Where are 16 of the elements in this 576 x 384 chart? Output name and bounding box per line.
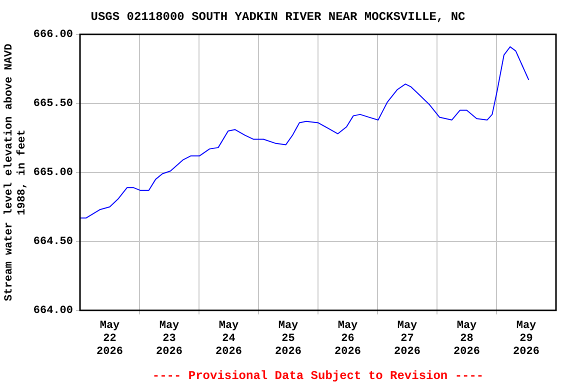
x-tick-label: May 28 2026 [454, 320, 480, 358]
y-tick-label: 665.50 [33, 98, 74, 110]
x-tick-label: May 23 2026 [156, 320, 182, 358]
y-tick-label: 664.00 [33, 305, 74, 318]
y-tick-label: 664.50 [33, 236, 74, 248]
x-tick-label: May 26 2026 [334, 320, 361, 358]
x-tick-label: May 24 2026 [216, 320, 242, 358]
text: ---- Provisional Data Subject to Revision ---- [152, 369, 484, 384]
y-axis-title: Stream water level elevation above NAVD 1988, in feet [3, 43, 29, 302]
x-tick-label: May 25 2026 [275, 320, 302, 358]
y-tick-label: 665.00 [33, 167, 74, 180]
x-tick-label: May 22 2026 [96, 320, 123, 358]
x-tick-label: May 29 2026 [513, 320, 540, 358]
y-tick-label: 666.00 [33, 29, 74, 42]
chart-title: USGS 02118000 SOUTH YADKIN RIVER NEAR MOCKSVILLE, NC [90, 10, 466, 24]
x-tick-label: May 27 2026 [394, 320, 420, 358]
